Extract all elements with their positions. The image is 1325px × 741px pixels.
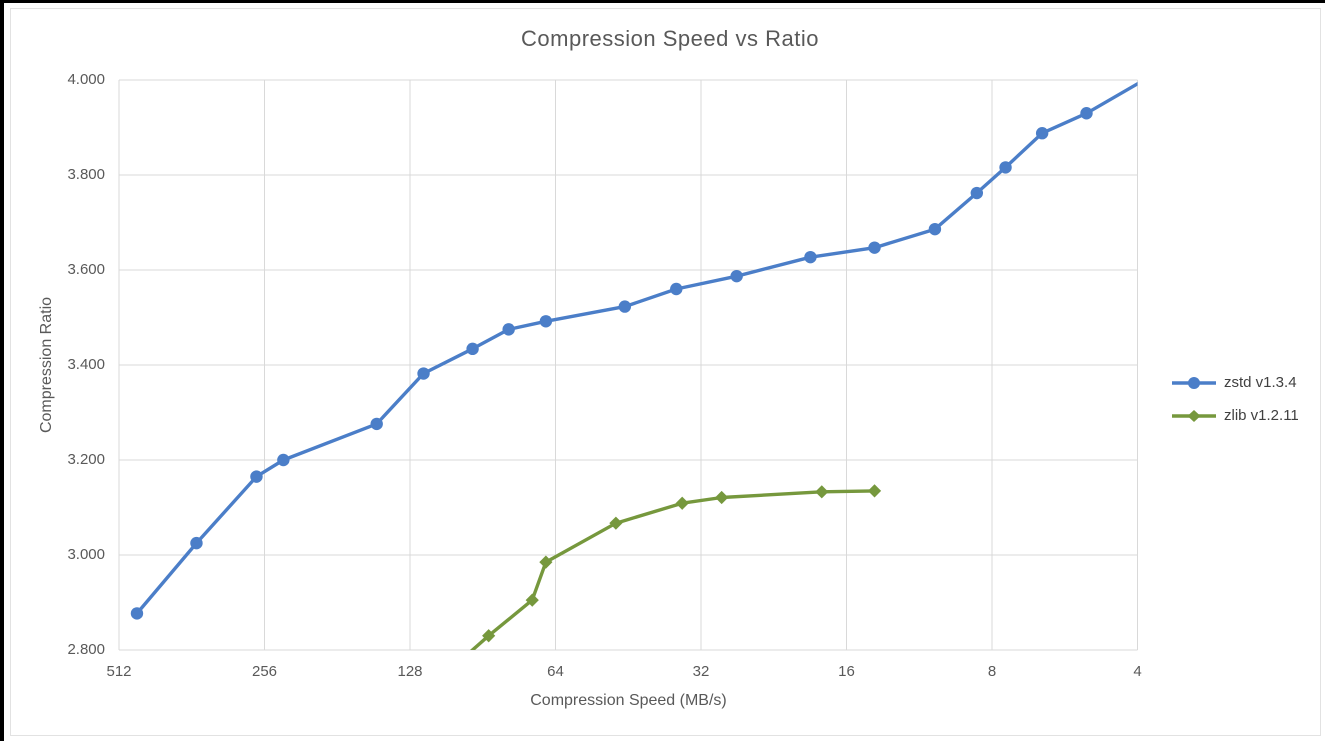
data-point-marker bbox=[609, 516, 623, 530]
x-tick-label: 512 bbox=[106, 663, 132, 680]
x-tick-label: 256 bbox=[251, 663, 278, 680]
x-tick-label: 32 bbox=[692, 663, 710, 680]
series-line bbox=[135, 82, 1138, 616]
x-tick-label: 8 bbox=[987, 663, 997, 680]
series-line bbox=[469, 489, 877, 650]
x-tick-label: 128 bbox=[397, 663, 423, 680]
legend: zstd v1.3.4 zlib v1.2.11 bbox=[1171, 366, 1299, 432]
data-point-marker bbox=[277, 453, 290, 467]
y-tick-label: 3.800 bbox=[67, 166, 105, 183]
x-axis-title: Compression Speed (MB/s) bbox=[530, 692, 727, 709]
data-point-marker bbox=[999, 161, 1012, 174]
series-zlib bbox=[469, 484, 882, 650]
data-point-marker bbox=[539, 555, 553, 569]
series-zstd bbox=[130, 82, 1138, 620]
x-tick-label: 4 bbox=[1133, 663, 1142, 680]
chart-title: Compression Speed vs Ratio bbox=[521, 26, 819, 51]
data-point-marker bbox=[928, 222, 942, 236]
data-point-marker bbox=[466, 342, 479, 356]
zlib-line-marker-icon bbox=[1171, 409, 1217, 423]
y-tick-label: 2.800 bbox=[67, 641, 105, 658]
chart-frame bbox=[10, 8, 1321, 736]
x-tick-label: 64 bbox=[547, 663, 564, 680]
data-point-marker bbox=[250, 470, 263, 483]
chart-panel bbox=[4, 3, 1325, 741]
y-tick-label: 4.000 bbox=[67, 71, 105, 88]
data-point-marker bbox=[482, 629, 496, 643]
data-point-marker bbox=[675, 496, 689, 510]
data-point-marker bbox=[190, 536, 203, 550]
zstd-line-marker-icon bbox=[1171, 376, 1217, 390]
y-tick-label: 3.600 bbox=[67, 261, 105, 278]
legend-label-zlib: zlib v1.2.11 bbox=[1224, 407, 1299, 424]
legend-item-zlib: zlib v1.2.11 bbox=[1171, 399, 1299, 432]
data-point-marker bbox=[502, 323, 515, 336]
data-point-marker bbox=[525, 593, 539, 607]
data-point-marker bbox=[130, 607, 144, 620]
legend-label-zstd: zstd v1.3.4 bbox=[1224, 374, 1297, 391]
data-point-marker bbox=[868, 241, 881, 254]
data-point-marker bbox=[1080, 107, 1093, 120]
y-tick-label: 3.000 bbox=[67, 546, 105, 563]
data-point-marker bbox=[867, 484, 882, 498]
legend-item-zstd: zstd v1.3.4 bbox=[1171, 366, 1299, 399]
x-tick-label: 16 bbox=[838, 663, 855, 680]
data-point-marker bbox=[804, 250, 817, 264]
data-point-marker bbox=[1035, 127, 1049, 140]
y-tick-label: 3.200 bbox=[67, 451, 105, 468]
data-point-marker bbox=[730, 269, 743, 283]
y-tick-label: 3.400 bbox=[67, 356, 105, 373]
data-point-marker bbox=[539, 315, 553, 328]
data-point-marker bbox=[815, 485, 829, 499]
data-point-marker bbox=[370, 417, 383, 431]
data-point-marker bbox=[417, 367, 430, 380]
data-point-marker bbox=[970, 186, 984, 200]
data-point-marker bbox=[670, 282, 683, 296]
data-point-marker bbox=[618, 300, 632, 313]
data-point-marker bbox=[715, 490, 729, 505]
